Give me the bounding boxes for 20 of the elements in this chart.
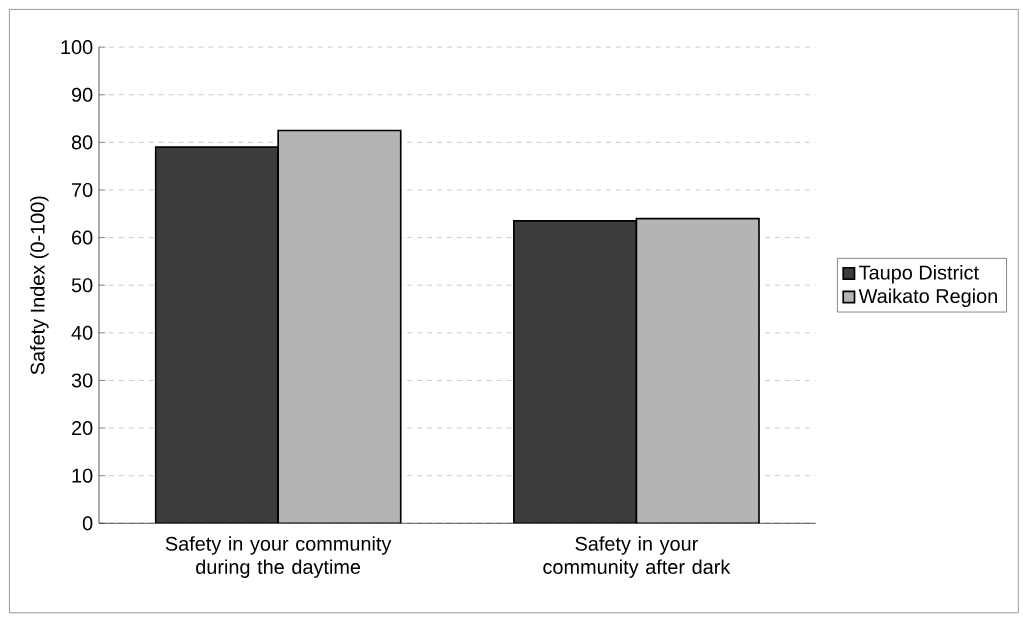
y-tick-label: 90 (71, 87, 93, 102)
y-tick-label: 100 (61, 40, 93, 55)
y-tick-label: 70 (72, 183, 93, 198)
x-tick-label: Safety in your community after dark (543, 536, 731, 579)
y-tick-label: 60 (72, 230, 93, 245)
y-tick-label: 40 (71, 326, 93, 341)
bar (277, 129, 402, 524)
y-tick-label: 30 (71, 373, 93, 388)
y-tick-label: 50 (71, 278, 93, 293)
bar (513, 220, 638, 524)
y-tick-label: 0 (82, 516, 93, 531)
legend-label: Waikato Region (858, 288, 997, 308)
y-axis-title: Safety Index (0-100) (30, 196, 49, 375)
x-tick-label: Safety in your community during the daytime (165, 536, 392, 579)
legend-label: Taupo District (859, 265, 979, 284)
y-tick-label: 20 (72, 421, 93, 436)
y-tick-label: 10 (72, 468, 93, 483)
y-tick-label: 80 (71, 135, 93, 150)
bar (635, 217, 760, 524)
bar (154, 146, 279, 524)
